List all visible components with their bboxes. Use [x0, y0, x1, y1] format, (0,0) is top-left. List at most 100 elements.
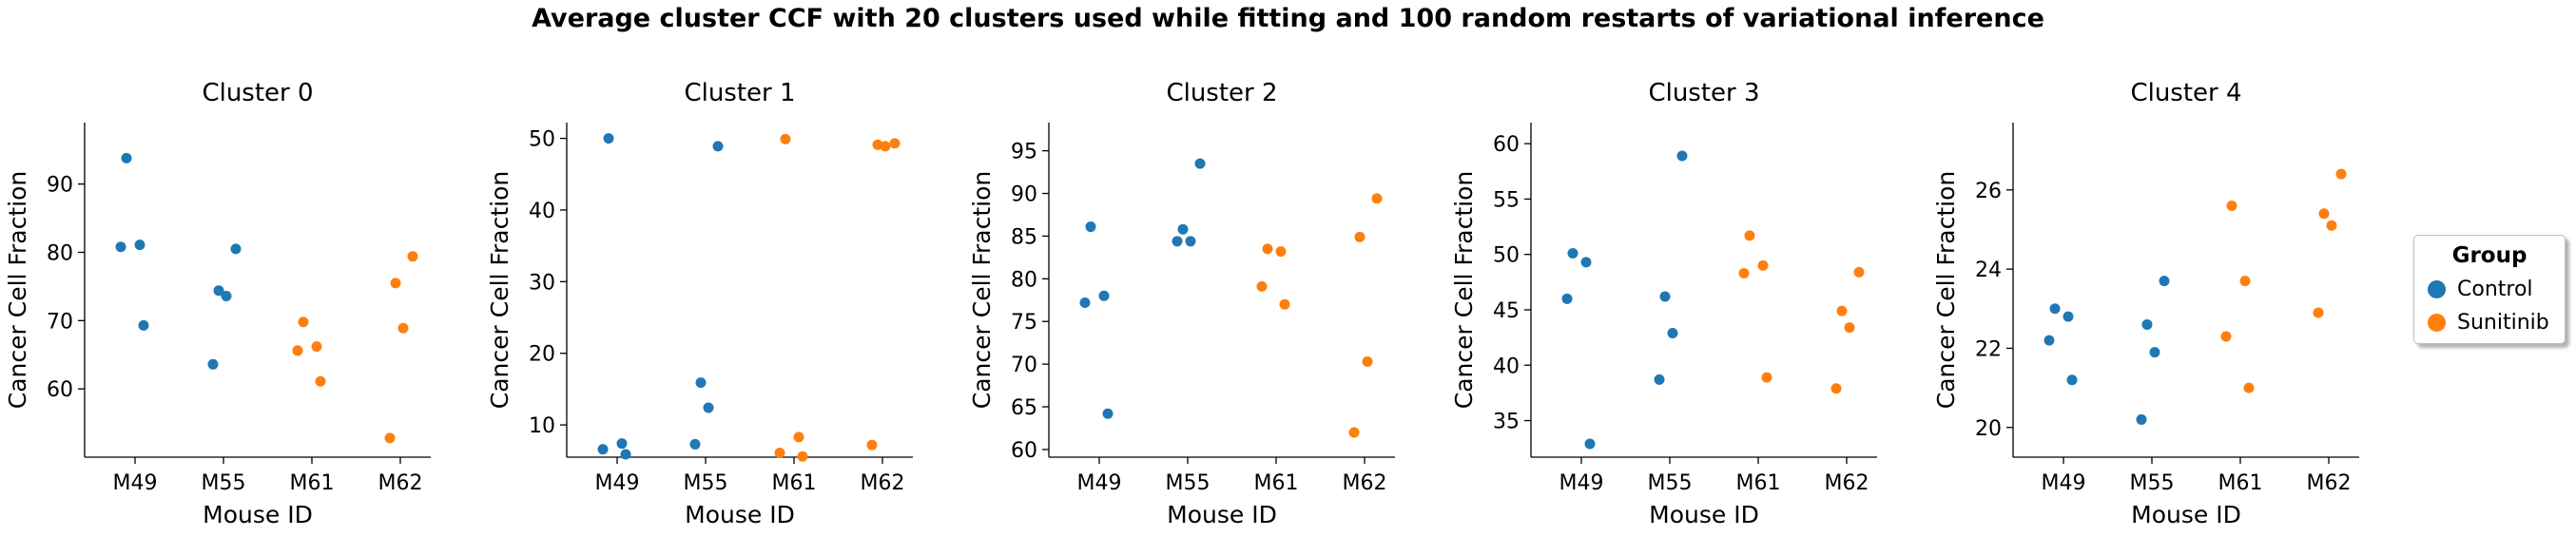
panel-4-ytick-label: 20	[1975, 417, 2002, 441]
panel-2-data-point	[1102, 408, 1114, 419]
panel-0-data-point	[134, 240, 145, 251]
panel-4-xtick-label: M61	[2218, 471, 2263, 495]
panel-3-data-point	[1836, 305, 1848, 316]
panel-0-xtick-label: M62	[378, 471, 423, 495]
panel-2-xtick-label: M62	[1343, 471, 1387, 495]
panel-0-data-point	[397, 322, 409, 334]
panel-1-data-point	[774, 447, 785, 458]
panel-2-data-point	[1085, 221, 1096, 233]
legend-label-control: Control	[2457, 277, 2533, 301]
panel-0-ytick-label: 90	[47, 174, 73, 198]
panel-1-ytick-label: 10	[529, 414, 555, 438]
panel-3-data-point	[1561, 293, 1573, 304]
panel-3-ytick-label: 50	[1493, 244, 1520, 268]
legend-item-control: Control	[2428, 275, 2533, 303]
panel-0-xlabel: Mouse ID	[203, 501, 313, 528]
panel-2-ytick-label: 60	[1011, 439, 1037, 463]
panel-3-data-point	[1580, 257, 1592, 268]
panel-3-xtick-label: M49	[1559, 471, 1604, 495]
panel-2-data-point	[1362, 355, 1373, 367]
panel-2-data-point	[1177, 223, 1189, 235]
panel-4-ytick-label: 24	[1975, 259, 2002, 282]
panel-1-data-point	[780, 133, 791, 144]
panel-2-ytick-label: 85	[1011, 225, 1037, 249]
panel-1-xtick-label: M61	[772, 471, 817, 495]
panel-1-ytick-label: 20	[529, 343, 555, 367]
panel-3-data-point	[1761, 372, 1772, 383]
panel-4-data-point	[2243, 382, 2255, 393]
panel-3-data-point	[1667, 327, 1678, 338]
panel-3-data-point	[1830, 383, 1842, 394]
panel-1-data-point	[793, 432, 804, 443]
panel-1-data-point	[889, 138, 901, 149]
panel-2-data-point	[1279, 298, 1290, 310]
panel-0-data-point	[138, 319, 149, 331]
panel-4-ytick-label: 22	[1975, 337, 2002, 361]
panel-4-data-point	[2159, 276, 2170, 287]
panel-2-data-point	[1098, 290, 1110, 301]
panel-4-ylabel: Cancer Cell Fraction	[1932, 171, 1960, 409]
panel-0-xtick-label: M49	[113, 471, 158, 495]
panel-2-ylabel: Cancer Cell Fraction	[968, 171, 996, 409]
panel-0-data-point	[207, 358, 219, 370]
panel-1-ytick-label: 30	[529, 271, 555, 295]
panel-0-ytick-label: 70	[47, 310, 73, 334]
panel-2-ytick-label: 65	[1011, 396, 1037, 420]
legend-marker-control	[2428, 279, 2446, 298]
panel-2-ytick-label: 90	[1011, 183, 1037, 207]
panel-1-data-point	[620, 449, 631, 460]
panel-3-xtick-label: M55	[1648, 471, 1693, 495]
panel-0-data-point	[230, 243, 242, 255]
legend-title: Group	[2451, 243, 2528, 268]
panel-4-data-point	[2318, 208, 2330, 220]
panel-1-data-point	[597, 444, 609, 455]
panel-4-data-point	[2063, 311, 2074, 322]
panel-0-data-point	[390, 278, 401, 289]
panel-2-ytick-label: 95	[1011, 141, 1037, 164]
panel-0-title: Cluster 0	[202, 79, 313, 107]
panel-1-data-point	[616, 438, 628, 450]
panel-2-data-point	[1194, 158, 1206, 169]
panel-2-ytick-label: 75	[1011, 311, 1037, 335]
panel-4-title: Cluster 4	[2130, 79, 2241, 107]
panel-0-data-point	[292, 345, 303, 356]
panel-1-data-point	[689, 438, 701, 450]
panel-2-ytick-label: 80	[1011, 268, 1037, 292]
panel-3-ytick-label: 60	[1493, 133, 1520, 157]
panel-1-data-point	[712, 141, 724, 152]
panel-3-data-point	[1744, 230, 1755, 241]
panel-0-ylabel: Cancer Cell Fraction	[4, 171, 31, 409]
panel-1-data-point	[866, 439, 878, 451]
panel-3-xtick-label: M62	[1825, 471, 1869, 495]
panel-1-data-point	[603, 133, 614, 144]
panel-2-data-point	[1354, 231, 1365, 242]
panel-3-data-point	[1584, 438, 1596, 450]
legend: Group Control Sunitinib	[2413, 235, 2566, 344]
panel-0-xtick-label: M61	[290, 471, 335, 495]
panel-1-xtick-label: M62	[861, 471, 905, 495]
legend-item-sunitinib: Sunitinib	[2428, 308, 2549, 336]
panel-2-data-point	[1079, 297, 1091, 308]
panel-4-data-point	[2226, 200, 2237, 211]
panel-2-data-point	[1275, 246, 1287, 258]
panel-0-data-point	[115, 241, 126, 253]
panel-2-xtick-label: M61	[1254, 471, 1299, 495]
panel-1-data-point	[797, 451, 808, 462]
panel-1-data-point	[703, 402, 714, 413]
panel-0-data-point	[407, 251, 418, 262]
panel-3-data-point	[1844, 322, 1855, 334]
panel-4-data-point	[2149, 347, 2160, 358]
panel-3-title: Cluster 3	[1648, 79, 1759, 107]
panel-2-data-point	[1172, 236, 1183, 247]
panel-1-xlabel: Mouse ID	[685, 501, 795, 528]
figure-title: Average cluster CCF with 20 clusters use…	[532, 4, 2044, 33]
panel-3-data-point	[1654, 374, 1665, 385]
panel-1-xtick-label: M55	[684, 471, 728, 495]
panel-4-xtick-label: M49	[2042, 471, 2086, 495]
panel-2-xlabel: Mouse ID	[1167, 501, 1277, 528]
panel-0-data-point	[213, 285, 224, 297]
panel-0-data-point	[315, 375, 326, 387]
panel-4-ytick-label: 26	[1975, 180, 2002, 203]
panel-4-xlabel: Mouse ID	[2131, 501, 2241, 528]
